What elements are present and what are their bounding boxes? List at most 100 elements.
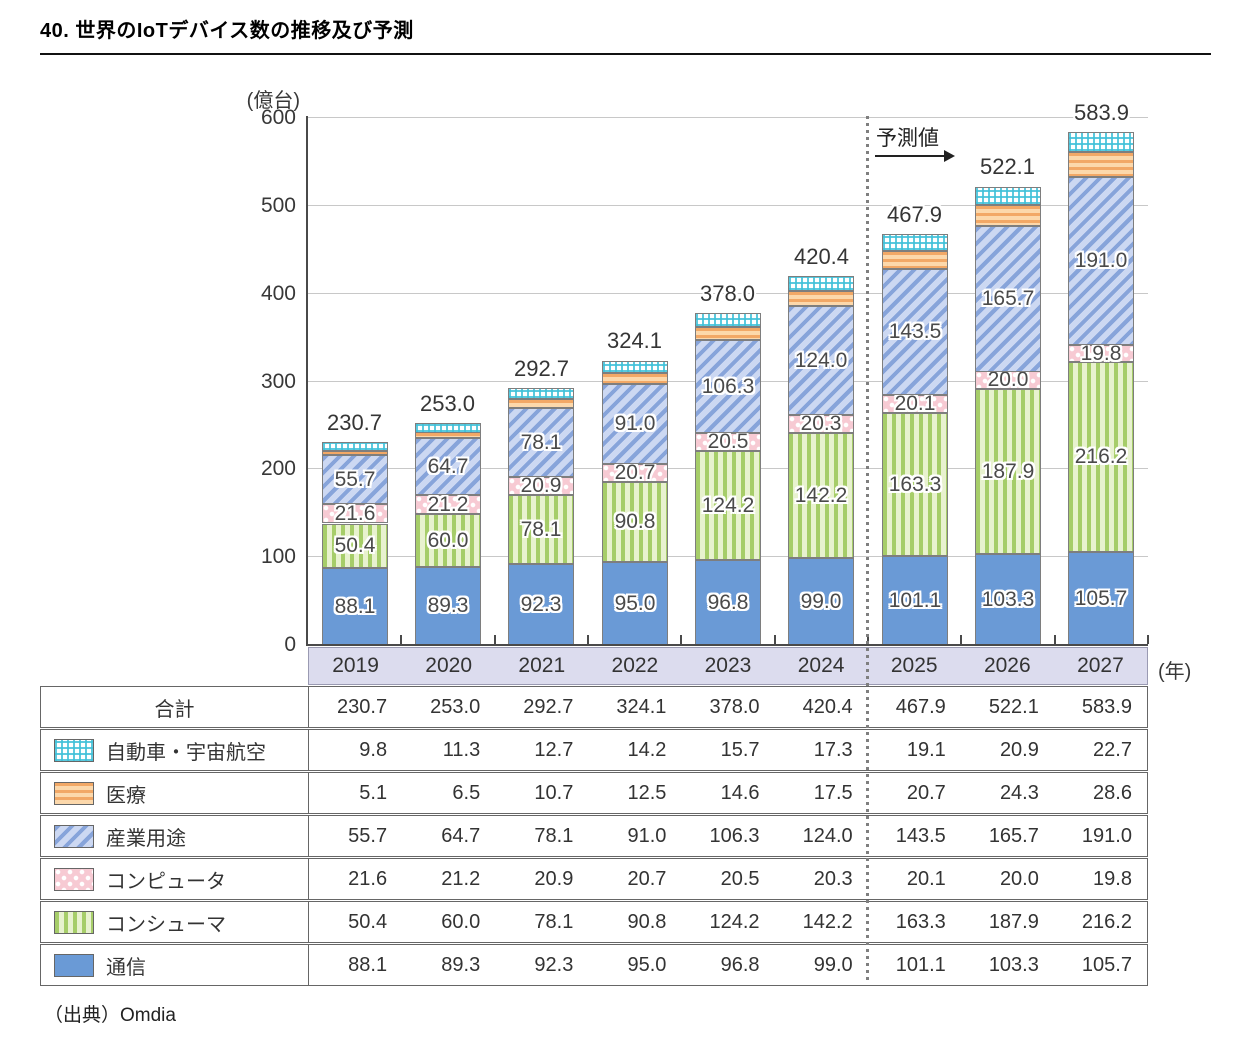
bar-segment-label: 105.7	[1074, 586, 1128, 610]
bar-segment-label: 20.5	[707, 430, 749, 453]
forecast-label: 予測値	[876, 127, 939, 150]
bar-segment	[508, 399, 574, 408]
table-cell: 99.0	[813, 954, 853, 976]
table-cell: 10.7	[534, 782, 574, 804]
bar-segment-label: 103.3	[981, 587, 1035, 611]
table-cell: 522.1	[988, 696, 1039, 718]
y-axis-tick-label: 300	[260, 370, 296, 393]
table-cell: 187.9	[988, 911, 1039, 933]
table-cell: 24.3	[999, 782, 1039, 804]
year-label: 2026	[983, 654, 1031, 677]
row-label-text: 合計	[154, 698, 195, 721]
row-label: 通信	[41, 945, 309, 985]
bar-segment	[1068, 132, 1134, 152]
table-cell: 92.3	[534, 954, 574, 976]
table-cell: 15.7	[720, 739, 760, 761]
bar-segment: 101.1	[882, 556, 948, 645]
bar-total-label: 467.9	[886, 202, 943, 227]
table-cell: 21.6	[348, 868, 388, 890]
bar-segment-label: 50.4	[334, 534, 376, 557]
bar-segment: 95.0	[602, 562, 668, 645]
bar-segment: 64.7	[415, 438, 481, 495]
table-cell: 142.2	[802, 911, 853, 933]
source-note: （出典）Omdia	[44, 1005, 176, 1026]
table-row: 自動車・宇宙航空 9.8 11.3 12.7 14.2 15.7 17.3 19.1 20.9 2…	[40, 729, 1148, 771]
table-row: 通信 88.1 89.3 92.3 95.0 96.8 99.0 101.1 103.3 105.…	[40, 944, 1148, 986]
table-cell: 216.2	[1081, 911, 1132, 933]
bar-segment	[1068, 152, 1134, 177]
bar-segment: 55.7	[322, 455, 388, 504]
bar-segment: 191.0	[1068, 177, 1134, 345]
table-cell: 5.1	[359, 782, 388, 804]
gridline	[308, 117, 1148, 118]
table-cell: 467.9	[895, 696, 946, 718]
bar-segment: 124.0	[788, 306, 854, 415]
bar-segment: 78.1	[508, 408, 574, 477]
row-label: コンシューマ	[41, 902, 309, 942]
page-title: 40. 世界のIoTデバイス数の推移及び予測	[40, 20, 414, 42]
x-axis-tick	[1054, 635, 1056, 644]
bar-segment-label: 92.3	[520, 592, 562, 616]
x-axis-tick	[680, 635, 682, 644]
table-cell: 105.7	[1081, 954, 1132, 976]
bar-segment	[788, 291, 854, 306]
row-label-text: 自動車・宇宙航空	[106, 741, 266, 764]
bar-segment: 90.8	[602, 482, 668, 562]
table-cell: 324.1	[616, 696, 667, 718]
bar-segment: 20.0	[975, 368, 1041, 391]
bar-segment-label: 165.7	[981, 287, 1035, 310]
x-axis-tick	[494, 635, 496, 644]
bar-segment: 165.7	[975, 226, 1041, 372]
table-cell: 91.0	[627, 825, 667, 847]
bar-segment-label: 99.0	[800, 589, 842, 613]
bar-segment-label: 20.0	[987, 368, 1029, 391]
bar-segment-label: 20.7	[614, 461, 656, 484]
table-cell: 96.8	[720, 954, 760, 976]
bar-segment	[695, 313, 761, 327]
bar-segment	[602, 361, 668, 373]
bar-segment-label: 191.0	[1074, 249, 1128, 272]
gridline	[308, 293, 1148, 294]
bar-segment-label: 91.0	[614, 412, 656, 435]
title-rule	[40, 53, 1211, 55]
bar-segment: 20.3	[788, 412, 854, 435]
y-axis-tick-label: 200	[260, 457, 296, 480]
y-axis-tick-label: 0	[284, 633, 296, 656]
table-row: 産業用途 55.7 64.7 78.1 91.0 106.3 124.0 143.5 165.7…	[40, 815, 1148, 857]
bar-segment: 91.0	[602, 384, 668, 464]
table-cell: 60.0	[441, 911, 481, 933]
bar-segment: 142.2	[788, 433, 854, 558]
table-cell: 165.7	[988, 825, 1039, 847]
table-cell: 20.5	[720, 868, 760, 890]
bar-segment: 21.2	[415, 493, 481, 516]
table-cell: 78.1	[534, 911, 574, 933]
bar-segment	[508, 388, 574, 399]
plot-area: 88.1 50.4 21.6 55.7 230.7 89.3 60.0 21.2 64.7 253…	[308, 100, 1148, 645]
legend-swatch-icon	[54, 781, 94, 805]
table-cell: 95.0	[627, 954, 667, 976]
table-row: 合計 230.7 253.0 292.7 324.1 378.0 420.4 467.9 522…	[40, 686, 1148, 728]
table-cell: 103.3	[988, 954, 1039, 976]
bar-segment	[322, 451, 388, 455]
x-axis-tick	[1147, 635, 1149, 644]
table-cell: 253.0	[430, 696, 481, 718]
x-axis-tick	[867, 635, 869, 644]
table-cell: 20.0	[999, 868, 1039, 890]
y-axis-tick-label: 600	[260, 106, 296, 129]
table-cell: 420.4	[802, 696, 853, 718]
bar-segment: 78.1	[508, 495, 574, 564]
row-label-text: コンシューマ	[106, 913, 226, 936]
bar-segment: 20.1	[882, 392, 948, 415]
table-cell: 89.3	[441, 954, 481, 976]
table-cell: 124.0	[802, 825, 853, 847]
bar-segment-label: 60.0	[427, 528, 469, 552]
year-label: 2025	[890, 654, 938, 677]
bar-segment-label: 55.7	[334, 467, 376, 491]
bar-total-label: 324.1	[606, 328, 663, 353]
bar-segment-label: 89.3	[427, 594, 469, 617]
legend-swatch-icon	[54, 953, 94, 977]
table-cell: 20.1	[906, 868, 946, 890]
table-cell: 6.5	[452, 782, 481, 804]
year-label: 2024	[797, 654, 845, 677]
